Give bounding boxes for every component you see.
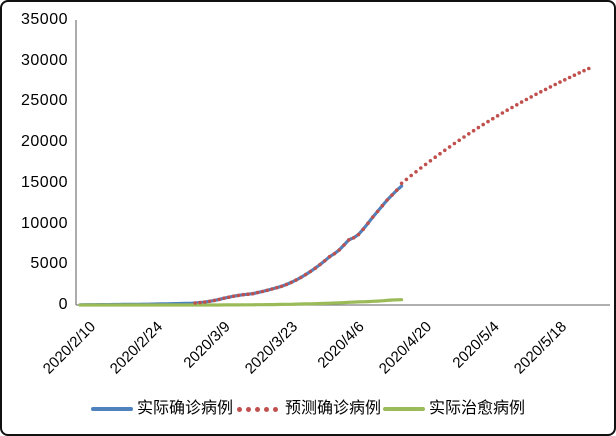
legend-item-actual-confirmed: 实际确诊病例 — [90, 399, 233, 419]
chart-legend: 实际确诊病例 预测确诊病例 实际治愈病例 — [2, 394, 614, 424]
y-tick-label: 15000 — [21, 173, 68, 191]
legend-label: 实际确诊病例 — [136, 400, 233, 417]
y-tick-label: 30000 — [21, 51, 68, 69]
legend-label: 预测确诊病例 — [284, 400, 381, 417]
y-tick-label: 25000 — [21, 92, 68, 110]
legend-label: 实际治愈病例 — [429, 400, 526, 417]
legend-solid-line-swatch-blue — [90, 407, 133, 411]
legend-dotted-line-swatch-red — [235, 406, 281, 412]
y-tick-label: 20000 — [21, 133, 68, 151]
y-tick-label: 35000 — [21, 11, 68, 28]
legend-solid-line-swatch-green — [383, 407, 425, 411]
legend-item-predicted-confirmed: 预测确诊病例 — [235, 399, 381, 419]
y-tick-label: 0 — [58, 296, 68, 313]
y-tick-label: 5000 — [30, 255, 68, 273]
y-tick-label: 10000 — [21, 214, 68, 232]
legend-item-actual-cured: 实际治愈病例 — [383, 399, 525, 419]
